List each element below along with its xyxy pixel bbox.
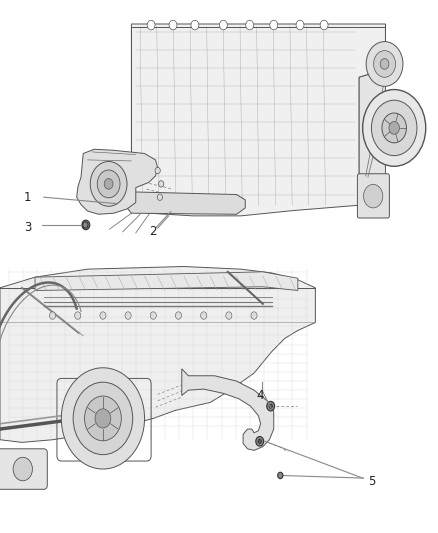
Circle shape [278,472,283,479]
Text: 5: 5 [368,475,375,488]
Polygon shape [127,192,245,214]
FancyBboxPatch shape [0,449,47,489]
Circle shape [270,20,278,30]
Circle shape [125,312,131,319]
Circle shape [84,223,88,227]
Circle shape [226,312,232,319]
Circle shape [100,312,106,319]
Circle shape [169,20,177,30]
Polygon shape [35,272,298,290]
Circle shape [371,100,417,156]
Circle shape [74,312,81,319]
Circle shape [382,113,406,143]
Circle shape [73,382,133,455]
Text: 1: 1 [24,191,32,204]
Circle shape [97,170,120,198]
Circle shape [85,396,121,441]
FancyBboxPatch shape [357,174,389,218]
Circle shape [366,42,403,86]
Text: 3: 3 [24,221,32,233]
Text: 2: 2 [149,225,156,238]
Circle shape [219,20,227,30]
Circle shape [246,20,254,30]
Polygon shape [182,369,274,450]
Circle shape [374,51,396,77]
Polygon shape [0,266,315,442]
Circle shape [267,401,275,411]
Polygon shape [359,69,385,205]
Polygon shape [77,149,158,214]
Circle shape [269,404,272,408]
Text: 4: 4 [256,389,264,402]
Circle shape [157,194,162,200]
Circle shape [49,312,56,319]
Circle shape [150,312,156,319]
Circle shape [320,20,328,30]
Circle shape [380,59,389,69]
Circle shape [83,222,88,228]
Circle shape [61,368,145,469]
Circle shape [95,409,111,428]
Circle shape [159,181,164,187]
Circle shape [147,20,155,30]
Circle shape [256,437,264,446]
Circle shape [258,439,261,443]
Circle shape [389,122,399,134]
Circle shape [13,457,32,481]
Circle shape [82,220,90,230]
Circle shape [364,184,383,208]
Circle shape [251,312,257,319]
Circle shape [155,167,160,174]
Circle shape [104,179,113,189]
Circle shape [175,312,181,319]
Circle shape [90,161,127,206]
Circle shape [296,20,304,30]
Circle shape [191,20,199,30]
Polygon shape [131,24,385,216]
Circle shape [363,90,426,166]
Circle shape [201,312,207,319]
